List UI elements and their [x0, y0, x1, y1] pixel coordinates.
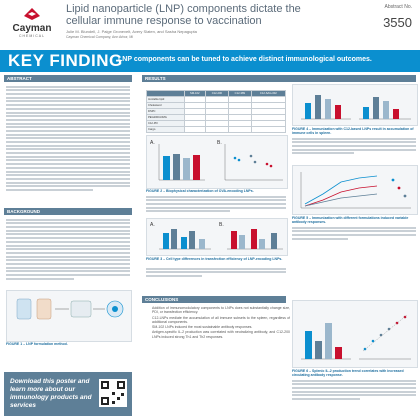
authors: Julie M. Blundell, J. Paige Gronevelt, A…: [66, 29, 197, 34]
abstract-number: 3550: [383, 15, 412, 30]
figure-3-legend: [146, 266, 286, 278]
figure-3-charts: A. B.: [146, 218, 288, 256]
abstract-body: [6, 84, 130, 204]
affiliation: Cayman Chemical Company, Ann Arbor, MI: [66, 35, 134, 39]
conclusion-item: C12-LNPs mediate the accumulation of all…: [152, 316, 290, 325]
logo-text: Cayman: [13, 23, 52, 34]
figure-6-charts: [292, 300, 418, 368]
key-finding-banner: KEY FINDING LNP components can be tuned …: [0, 50, 420, 72]
download-panel[interactable]: Download this poster and learn more abou…: [4, 372, 132, 416]
abstract-number-label: Abstract No.: [384, 4, 412, 10]
svg-text:B.: B.: [217, 140, 222, 146]
background-heading: BACKGROUND: [4, 208, 132, 215]
figure-1-caption: FIGURE 1 – LNP formulation method.: [6, 342, 68, 346]
results-heading: RESULTS: [142, 75, 416, 82]
conclusion-item: Addition of immunomodulatory components …: [152, 306, 290, 315]
table-cell: Cargo: [146, 126, 185, 133]
table-cell: [227, 126, 252, 133]
download-text[interactable]: Download this poster and learn more abou…: [10, 378, 92, 409]
qr-code-icon[interactable]: [99, 379, 127, 407]
svg-text:A.: A.: [150, 222, 155, 228]
conclusion-item: SM-102 LNPs induced the most sustainable…: [152, 325, 290, 329]
figure-5-charts: [292, 165, 418, 215]
figure-1-diagram: [6, 290, 132, 342]
table-cell: [183, 126, 206, 133]
logo-sub: CHEMICAL: [19, 34, 45, 38]
svg-text:B.: B.: [219, 222, 224, 228]
background-body: [6, 217, 130, 287]
table-cell: [204, 126, 229, 133]
table-row: Cargo: [146, 126, 287, 133]
figure-2-caption: FIGURE 2 – Biophysical characterization …: [146, 189, 254, 193]
formulation-table: SM-102 C12-200 C12-389 C12-SAG-002 Ionizabl…: [146, 90, 287, 133]
table-cell: [250, 126, 287, 133]
conclusion-item: Antigen-specific IL-2 production was cor…: [152, 330, 290, 339]
figure-2-legend: [146, 194, 286, 216]
figure-5-caption: FIGURE 5 – Immunization with different f…: [292, 216, 409, 224]
svg-text:A.: A.: [150, 140, 155, 146]
figure-6-legend: [292, 378, 416, 408]
conclusions-list: Addition of immunomodulatory components …: [146, 306, 290, 414]
figure-5-legend: [292, 225, 416, 243]
conclusions-heading: CONCLUSIONS: [142, 296, 286, 303]
cayman-logo: Cayman CHEMICAL: [13, 8, 52, 38]
figure-4-legend: [292, 136, 416, 158]
figure-6-caption: FIGURE 6 – Splenic IL-2 production trend…: [292, 369, 404, 377]
figure-3-caption: FIGURE 3 – Cell type differences in tran…: [146, 257, 283, 261]
figure-2-charts: A. B.: [146, 135, 288, 189]
poster-title: Lipid nanoparticle (LNP) components dict…: [66, 3, 301, 27]
poster-header: Cayman CHEMICAL Lipid nanoparticle (LNP)…: [0, 0, 420, 44]
table-row: PEG2000-DMG: [146, 114, 287, 121]
key-finding-text: LNP components can be tuned to achieve d…: [118, 56, 372, 63]
figure-4-charts: [292, 84, 418, 126]
key-finding-title: KEY FINDING: [8, 51, 123, 70]
abstract-heading: ABSTRACT: [4, 75, 132, 82]
figure-4-caption: FIGURE 4 – Immunization with C12-based L…: [292, 127, 414, 135]
